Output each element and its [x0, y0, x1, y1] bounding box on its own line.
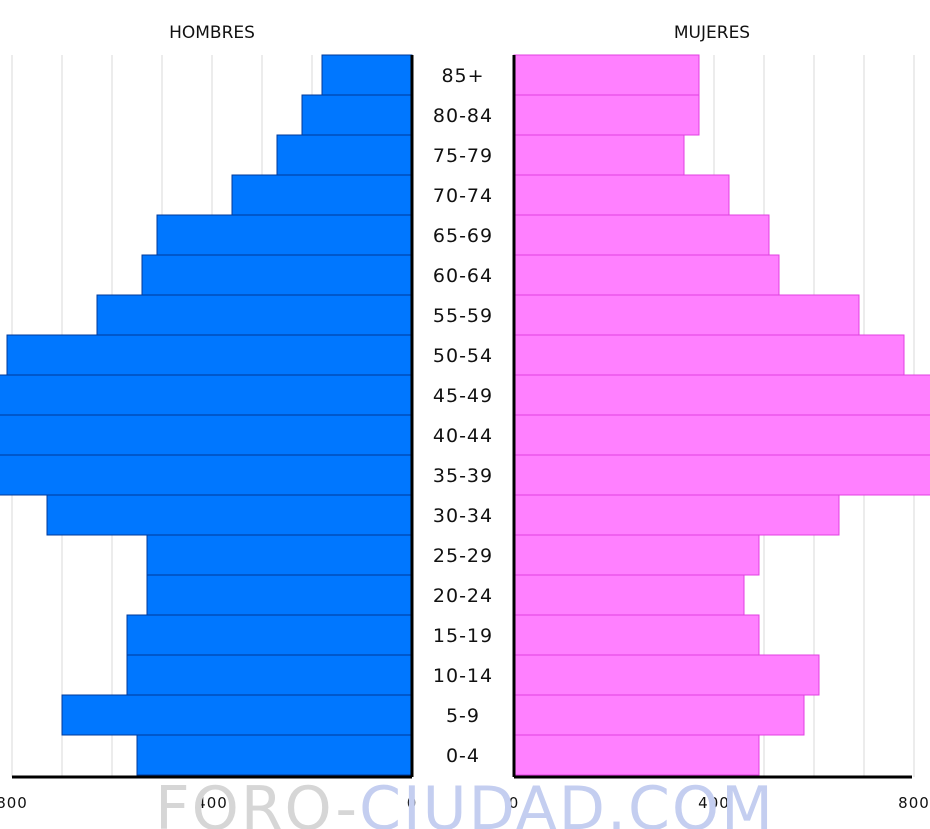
x-tick-label-left: 400 — [196, 794, 228, 812]
women-bars — [513, 54, 930, 776]
age-label: 65-69 — [433, 225, 493, 247]
bar-men-10-14 — [126, 654, 413, 696]
bar-men-85+ — [321, 54, 413, 96]
bar-women-55-59 — [513, 294, 860, 336]
age-label: 10-14 — [433, 665, 493, 687]
bar-men-65-69 — [156, 214, 413, 256]
age-label: 55-59 — [433, 305, 493, 327]
age-label: 60-64 — [433, 265, 493, 287]
age-label: 45-49 — [433, 385, 493, 407]
bar-men-30-34 — [46, 494, 413, 536]
bar-men-25-29 — [146, 534, 413, 576]
age-label: 70-74 — [433, 185, 493, 207]
bar-women-50-54 — [513, 334, 905, 376]
x-tick-label-right: 400 — [698, 794, 730, 812]
age-label: 25-29 — [433, 545, 493, 567]
bar-women-80-84 — [513, 94, 700, 136]
bar-men-60-64 — [141, 254, 413, 296]
age-label: 40-44 — [433, 425, 493, 447]
bar-women-30-34 — [513, 494, 840, 536]
bar-women-35-39 — [513, 454, 930, 496]
watermark: FORO-CIUDAD.COM — [155, 774, 775, 829]
bar-men-80-84 — [301, 94, 413, 136]
age-label: 35-39 — [433, 465, 493, 487]
age-label: 20-24 — [433, 585, 493, 607]
bar-men-0-4 — [136, 734, 413, 776]
bar-men-35-39 — [0, 454, 413, 496]
bar-women-75-79 — [513, 134, 685, 176]
bar-men-5-9 — [61, 694, 413, 736]
bar-men-45-49 — [0, 374, 413, 416]
age-label: 15-19 — [433, 625, 493, 647]
bar-men-20-24 — [146, 574, 413, 616]
x-tick-label-left: 0 — [407, 794, 418, 812]
bar-women-0-4 — [513, 734, 760, 776]
bar-men-75-79 — [276, 134, 413, 176]
bar-women-10-14 — [513, 654, 820, 696]
bar-women-20-24 — [513, 574, 745, 616]
age-label: 50-54 — [433, 345, 493, 367]
bar-women-60-64 — [513, 254, 780, 296]
women-panel-title: MUJERES — [674, 23, 750, 43]
bar-men-15-19 — [126, 614, 413, 656]
bar-women-45-49 — [513, 374, 930, 416]
bar-men-55-59 — [96, 294, 413, 336]
bar-women-25-29 — [513, 534, 760, 576]
axis-tick-labels: 800 400 0 0 400 800 — [0, 794, 930, 812]
x-tick-label-right: 0 — [509, 794, 520, 812]
bar-men-50-54 — [6, 334, 413, 376]
age-group-labels: 85+ 80-84 75-79 70-74 65-69 60-64 55-59 50-54 45… — [433, 65, 493, 767]
age-label: 5-9 — [446, 705, 480, 727]
age-label: 75-79 — [433, 145, 493, 167]
age-label: 85+ — [441, 65, 484, 87]
x-tick-label-right: 800 — [898, 794, 930, 812]
bar-women-5-9 — [513, 694, 805, 736]
watermark-part1: FORO- — [155, 774, 359, 829]
x-tick-label-left: 800 — [0, 794, 28, 812]
watermark-part2: CIUDAD.COM — [359, 774, 775, 829]
bar-women-85+ — [513, 54, 700, 96]
men-panel-title: HOMBRES — [169, 23, 255, 43]
age-label: 80-84 — [433, 105, 493, 127]
age-label: 0-4 — [446, 745, 480, 767]
bar-women-65-69 — [513, 214, 770, 256]
men-bars — [0, 54, 413, 776]
age-label: 30-34 — [433, 505, 493, 527]
bar-men-40-44 — [0, 414, 413, 456]
bar-women-15-19 — [513, 614, 760, 656]
bar-men-70-74 — [231, 174, 413, 216]
bar-women-70-74 — [513, 174, 730, 216]
bar-women-40-44 — [513, 414, 930, 456]
